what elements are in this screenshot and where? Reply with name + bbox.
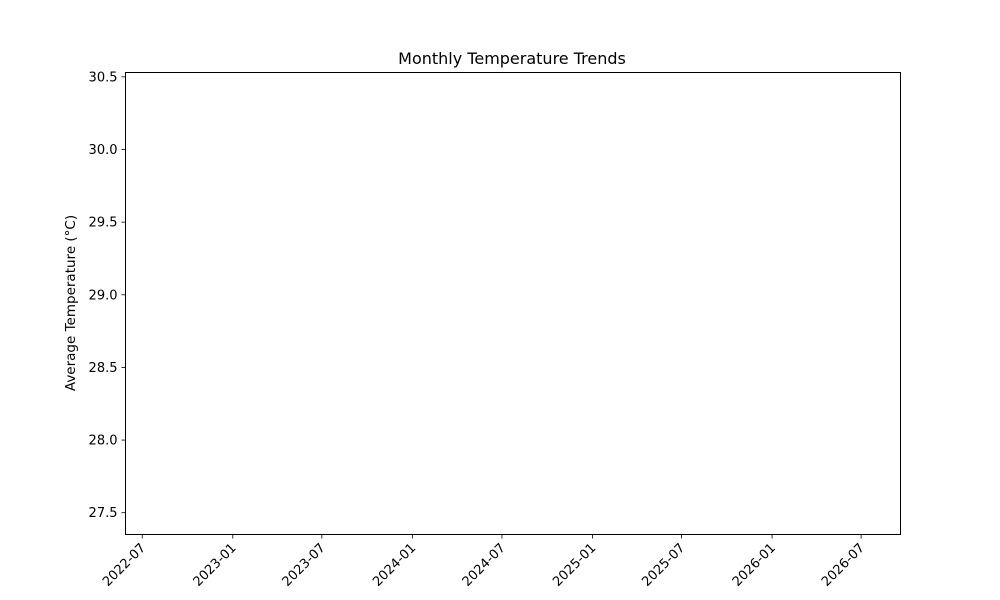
y-tick-label: 28.5: [89, 361, 118, 376]
x-tick-label: 2024-01: [370, 541, 419, 590]
y-tick-label: 29.5: [89, 216, 118, 231]
y-tick-label: 29.0: [89, 288, 118, 303]
x-axis: 2022-07 2023-01 2023-07 2024-01 2024-07 2025-…: [100, 534, 868, 590]
chart-title: Monthly Temperature Trends: [398, 49, 626, 68]
y-tick-label: 28.0: [89, 434, 118, 449]
x-tick-label: 2026-07: [819, 541, 868, 590]
x-tick-label: 2024-07: [460, 541, 509, 590]
y-axis: 27.5 28.0 28.5 29.0 29.5 30.0 30.5: [89, 70, 126, 521]
x-tick-label: 2023-07: [280, 541, 329, 590]
y-tick-label: 27.5: [89, 506, 118, 521]
y-tick-label: 30.0: [89, 143, 118, 158]
y-axis-label: Average Temperature (°C): [63, 215, 79, 391]
plot-area: [125, 72, 901, 535]
x-tick-label: 2022-07: [100, 541, 149, 590]
x-tick-label: 2026-01: [730, 541, 779, 590]
x-tick-label: 2025-07: [639, 541, 688, 590]
y-tick-label: 30.5: [89, 70, 118, 85]
x-tick-label: 2023-01: [191, 541, 240, 590]
x-tick-label: 2025-01: [550, 541, 599, 590]
